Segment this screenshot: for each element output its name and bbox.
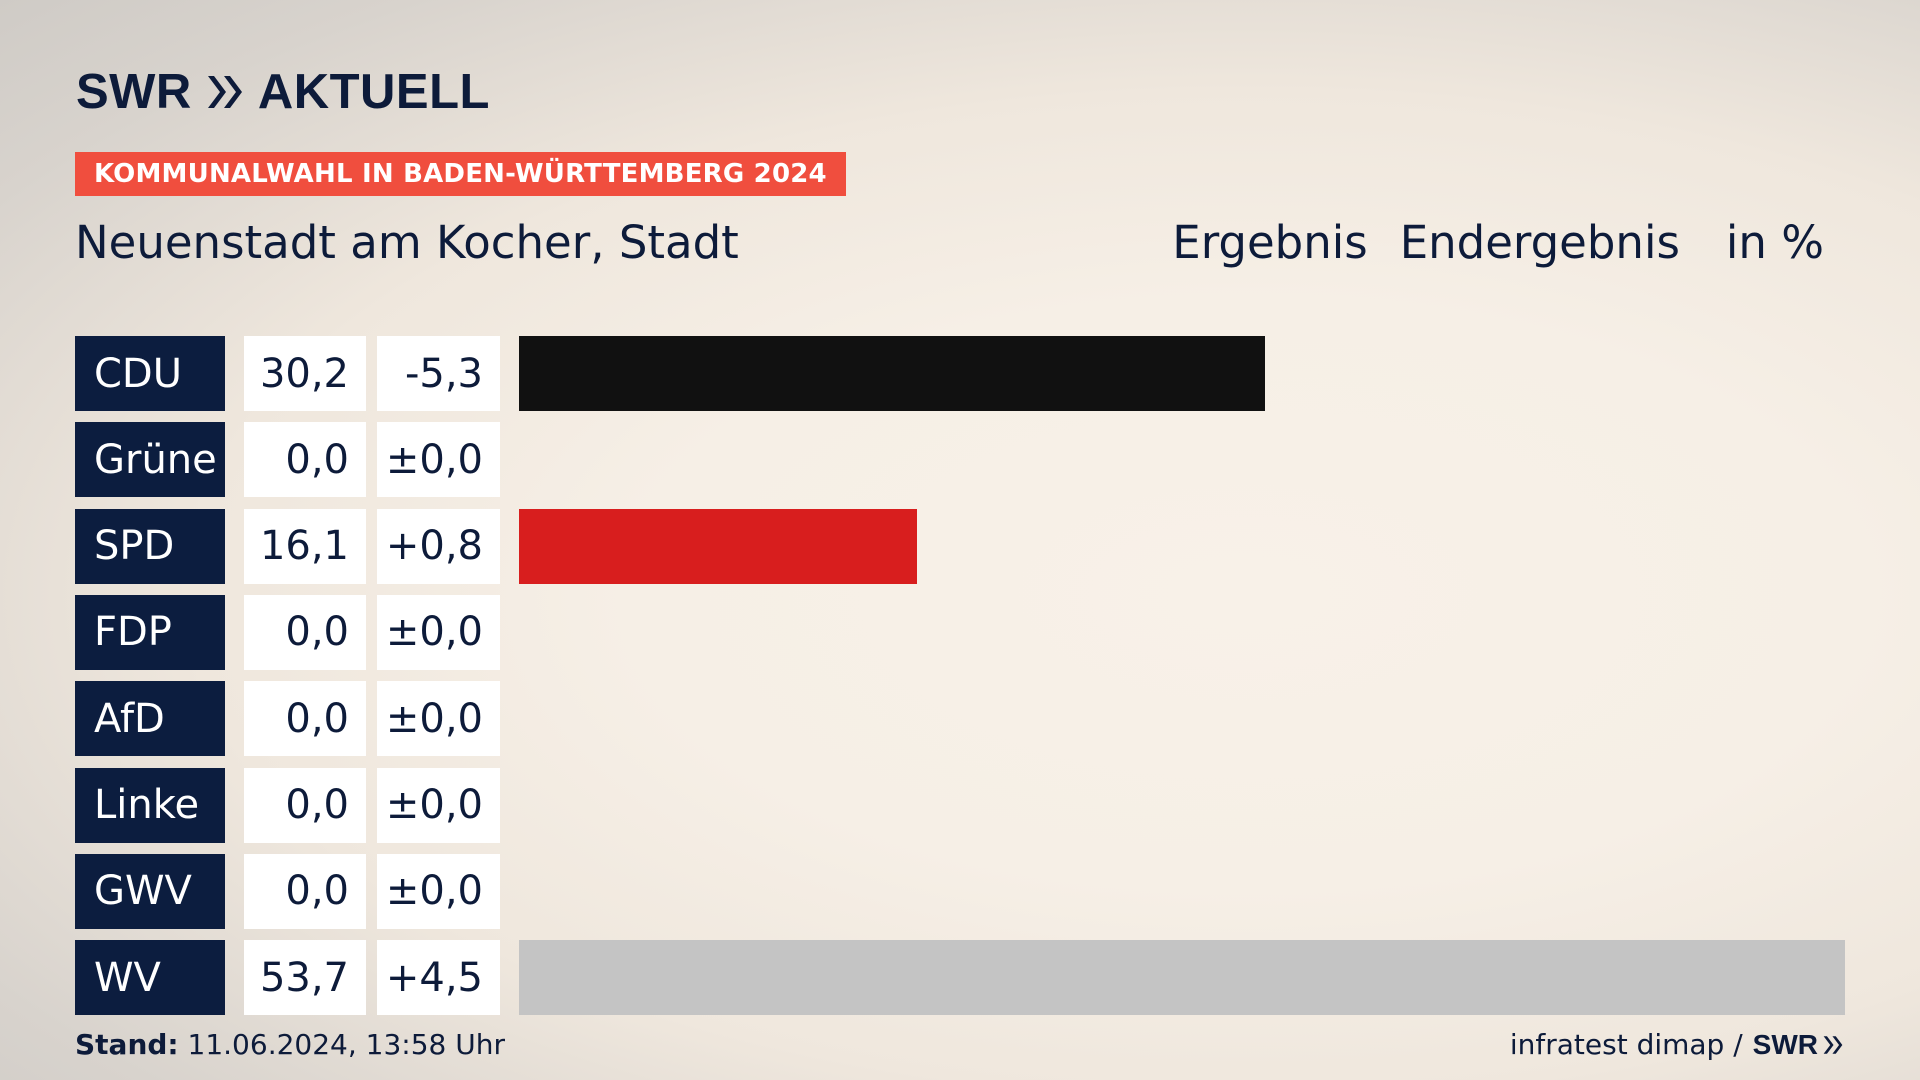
header-endergebnis: Endergebnis xyxy=(1399,216,1680,269)
value-label: 0,0 xyxy=(244,767,366,843)
diff-label: +4,5 xyxy=(377,940,500,1016)
result-row: CDU 30,2 -5,3 xyxy=(75,336,1845,411)
double-chevron-icon xyxy=(207,76,242,108)
diff-label: -5,3 xyxy=(377,336,500,411)
value-label: 16,1 xyxy=(244,508,366,584)
swr-small-logo-text: SWR xyxy=(1752,1028,1818,1060)
value-label: 0,0 xyxy=(244,594,366,670)
value-label: 30,2 xyxy=(244,336,366,411)
swr-aktuell-logo: SWR AKTUELL xyxy=(76,64,490,120)
page-title: Neuenstadt am Kocher, Stadt xyxy=(75,216,739,269)
diff-label: ±0,0 xyxy=(377,767,500,843)
source-credit: infratest dimap / SWR xyxy=(1510,1028,1844,1061)
result-row: SPD 16,1 +0,8 xyxy=(75,508,1845,584)
result-row: WV 53,7 +4,5 xyxy=(75,940,1845,1016)
stand-label: Stand: xyxy=(75,1028,179,1061)
stand-value: 11.06.2024, 13:58 Uhr xyxy=(187,1028,505,1061)
party-label: CDU xyxy=(75,336,225,411)
source-text: infratest dimap / xyxy=(1509,1028,1743,1061)
party-label: Linke xyxy=(75,767,225,843)
election-badge: KOMMUNALWAHL IN BADEN-WÜRTTEMBERG 2024 xyxy=(75,152,846,196)
diff-label: +0,8 xyxy=(377,508,500,584)
diff-label: ±0,0 xyxy=(377,594,500,670)
bar-wv xyxy=(519,940,1845,1016)
result-row: GWV 0,0 ±0,0 xyxy=(75,853,1845,929)
value-label: 0,0 xyxy=(244,853,366,929)
diff-label: ±0,0 xyxy=(377,681,500,757)
result-row: FDP 0,0 ±0,0 xyxy=(75,594,1845,670)
result-row: Linke 0,0 ±0,0 xyxy=(75,767,1845,843)
diff-label: ±0,0 xyxy=(377,422,500,498)
bar-cdu xyxy=(519,336,1265,411)
header-unit: in % xyxy=(1725,216,1824,269)
result-row: AfD 0,0 ±0,0 xyxy=(75,681,1845,757)
swr-small-logo: SWR xyxy=(1753,1029,1844,1061)
party-label: FDP xyxy=(75,594,225,670)
double-chevron-icon xyxy=(1823,1035,1843,1054)
header-ergebnis: Ergebnis xyxy=(1172,216,1368,269)
party-label: SPD xyxy=(75,508,225,584)
aktuell-logo-text: AKTUELL xyxy=(257,65,490,119)
bar-spd xyxy=(519,508,917,584)
column-headers: Ergebnis Endergebnis in % xyxy=(1172,216,1824,269)
party-label: AfD xyxy=(75,681,225,757)
party-label: Grüne xyxy=(75,422,225,498)
party-label: WV xyxy=(75,940,225,1016)
timestamp: Stand: 11.06.2024, 13:58 Uhr xyxy=(75,1028,505,1061)
value-label: 53,7 xyxy=(244,940,366,1016)
result-row: Grüne 0,0 ±0,0 xyxy=(75,422,1845,498)
diff-label: ±0,0 xyxy=(377,853,500,929)
value-label: 0,0 xyxy=(244,681,366,757)
party-label: GWV xyxy=(75,853,225,929)
swr-logo-text: SWR xyxy=(76,65,192,119)
value-label: 0,0 xyxy=(244,422,366,498)
